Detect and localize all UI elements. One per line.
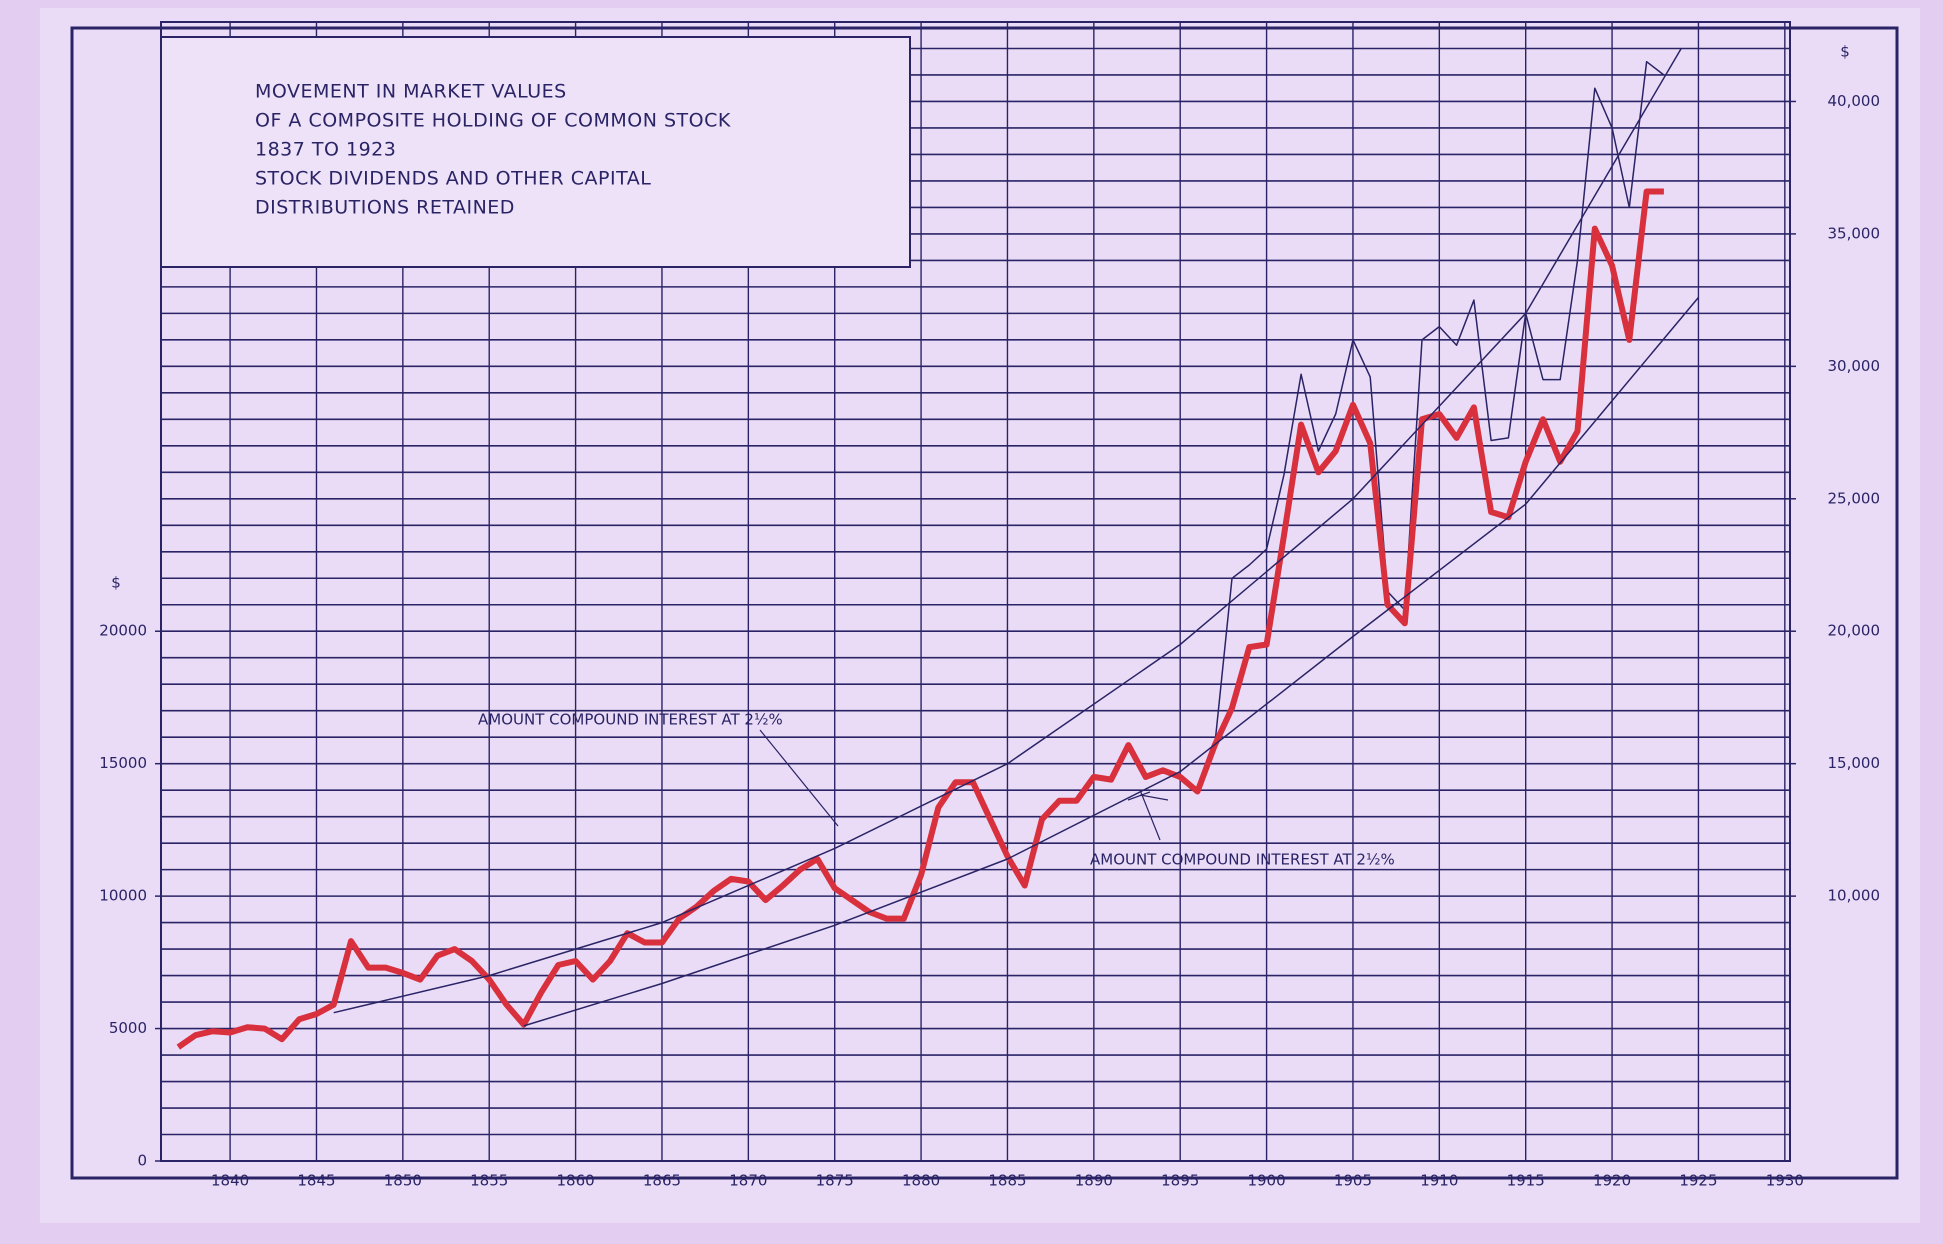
chart-title: DISTRIBUTIONS RETAINED	[255, 197, 515, 219]
x-tick-label: 1865	[643, 1172, 681, 1190]
data-line	[1214, 60, 1665, 746]
x-tick-label: 1885	[988, 1172, 1026, 1190]
y2-tick-label: 25,000	[1828, 489, 1881, 507]
x-tick-label: 1875	[816, 1172, 854, 1190]
annotation-pointer	[759, 729, 839, 827]
chart-title: STOCK DIVIDENDS AND OTHER CAPITAL	[255, 168, 651, 190]
annotation: AMOUNT COMPOUND INTEREST AT 2½%	[1090, 851, 1395, 869]
data-line	[333, 48, 1682, 1014]
y-tick-label: 10000	[99, 887, 147, 905]
x-tick-label: 1855	[470, 1172, 508, 1190]
y-tick-label: 15000	[99, 754, 147, 772]
x-tick-label: 1880	[902, 1172, 940, 1190]
plot	[176, 48, 1699, 1050]
y2-tick-label: 35,000	[1828, 224, 1881, 242]
data-line	[176, 188, 1664, 1050]
outer-frame	[70, 26, 1899, 1180]
title-box	[160, 36, 911, 268]
x-tick-label: 1895	[1161, 1172, 1199, 1190]
annotation-pointer	[1127, 791, 1151, 801]
x-tick-label: 1870	[729, 1172, 767, 1190]
y2-tick-label: 40,000	[1828, 92, 1881, 110]
x-tick-label: 1920	[1593, 1172, 1631, 1190]
y-tick-label: 0	[137, 1152, 147, 1170]
x-tick-label: 1925	[1679, 1172, 1717, 1190]
y2-tick-label: 10,000	[1828, 887, 1881, 905]
y2-tick-label: 15,000	[1828, 754, 1881, 772]
data-line	[523, 297, 1699, 1027]
chart-title: 1837 TO 1923	[255, 139, 396, 161]
x-tick-label: 1900	[1247, 1172, 1285, 1190]
chart-title: OF A COMPOSITE HOLDING OF COMMON STOCK	[255, 110, 731, 132]
y-tick-label: 20000	[99, 622, 147, 640]
x-tick-label: 1930	[1766, 1172, 1804, 1190]
annotation-pointer	[1139, 789, 1161, 841]
annotation-pointer	[1139, 794, 1169, 801]
x-tick-label: 1840	[211, 1172, 249, 1190]
plot-frame	[160, 21, 1791, 1162]
x-tick-label: 1850	[384, 1172, 422, 1190]
y2-tick-label: 30,000	[1828, 357, 1881, 375]
y-unit: $	[111, 574, 121, 592]
x-tick-label: 1890	[1075, 1172, 1113, 1190]
y-tick-label: 5000	[109, 1019, 147, 1037]
x-tick-label: 1845	[297, 1172, 335, 1190]
x-tick-label: 1915	[1507, 1172, 1545, 1190]
y2-unit: $	[1840, 43, 1850, 61]
x-tick-label: 1905	[1334, 1172, 1372, 1190]
y2-tick-label: 20,000	[1828, 622, 1881, 640]
x-tick-label: 1910	[1420, 1172, 1458, 1190]
x-tick-label: 1860	[556, 1172, 594, 1190]
annotation: AMOUNT COMPOUND INTEREST AT 2½%	[478, 711, 783, 729]
chart-title: MOVEMENT IN MARKET VALUES	[255, 81, 567, 103]
